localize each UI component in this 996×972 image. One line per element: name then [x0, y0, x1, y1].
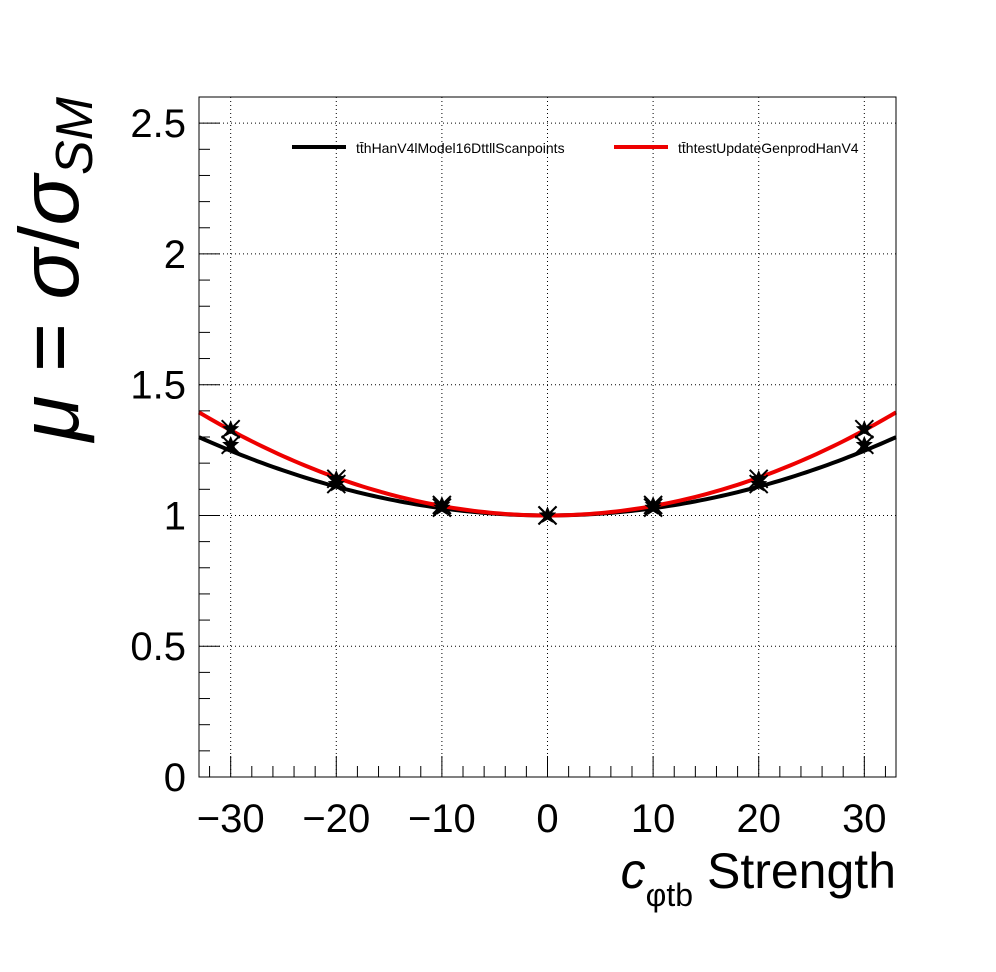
legend-label-series-1: tt̄htestUpdateGenprodHanV4	[678, 140, 859, 156]
marker-series-1	[643, 495, 663, 515]
y-axis-slash: /	[2, 225, 96, 249]
cross-marker-b	[643, 495, 663, 515]
y-tick-label: 0.5	[130, 625, 186, 669]
marker-series-0	[220, 435, 241, 455]
marker-series-1	[220, 419, 241, 439]
axis-ticks	[199, 96, 886, 778]
marker-series-1	[326, 469, 346, 489]
x-axis-title: cφtb Strength	[621, 843, 896, 913]
cross-marker-b	[432, 495, 452, 515]
marker-series-1	[537, 505, 558, 526]
x-tick-label: −30	[197, 797, 265, 841]
legend: tt̄hHanV4lModel16DttllScanpoints tt̄htes…	[292, 140, 859, 156]
marker-series-1	[749, 469, 769, 489]
y-axis-sigma-sm: σ	[2, 172, 96, 226]
cross-marker-b	[326, 469, 346, 489]
y-axis-mu: μ	[2, 395, 96, 443]
x-tick-labels: −30 −20 −10 0 10 20 30	[197, 797, 887, 841]
y-tick-label: 1	[164, 494, 186, 538]
cross-marker-b	[220, 419, 241, 439]
grid-lines	[199, 97, 896, 778]
x-tick-label: 0	[536, 797, 558, 841]
x-tick-label: 30	[842, 797, 887, 841]
y-tick-label: 1.5	[130, 364, 186, 408]
cross-marker-b	[537, 505, 558, 526]
y-axis-title: μ = σ/σSM	[2, 96, 104, 443]
marker-series-1	[432, 495, 452, 515]
y-tick-label: 0	[164, 756, 186, 800]
fit-curves	[197, 410, 898, 518]
x-tick-label: 10	[631, 797, 676, 841]
x-axis-subscript: φtb	[646, 877, 693, 913]
marker-series-0	[854, 435, 875, 455]
cross-marker-b	[220, 435, 241, 455]
fit-curve-series-0	[198, 435, 897, 518]
x-tick-label: 20	[736, 797, 781, 841]
fit-curve-series-1	[197, 410, 898, 518]
cross-marker-b	[854, 435, 875, 455]
legend-label-series-0: tt̄hHanV4lModel16DttllScanpoints	[356, 140, 565, 156]
cross-marker-b	[854, 419, 875, 439]
cross-marker-b	[749, 469, 769, 489]
y-axis-sigma: σ	[2, 246, 96, 300]
data-markers	[220, 419, 875, 526]
x-axis-symbol: c	[621, 843, 646, 899]
y-axis-equals: =	[2, 300, 96, 396]
y-tick-label: 2	[164, 233, 186, 277]
y-axis-subscript: SM	[46, 96, 104, 175]
marker-series-1	[854, 419, 875, 439]
x-tick-label: −20	[302, 797, 370, 841]
y-tick-label: 2.5	[130, 102, 186, 146]
x-axis-rest: Strength	[693, 843, 896, 899]
y-tick-labels: 0 0.5 1 1.5 2 2.5	[130, 102, 186, 800]
x-tick-label: −10	[408, 797, 476, 841]
